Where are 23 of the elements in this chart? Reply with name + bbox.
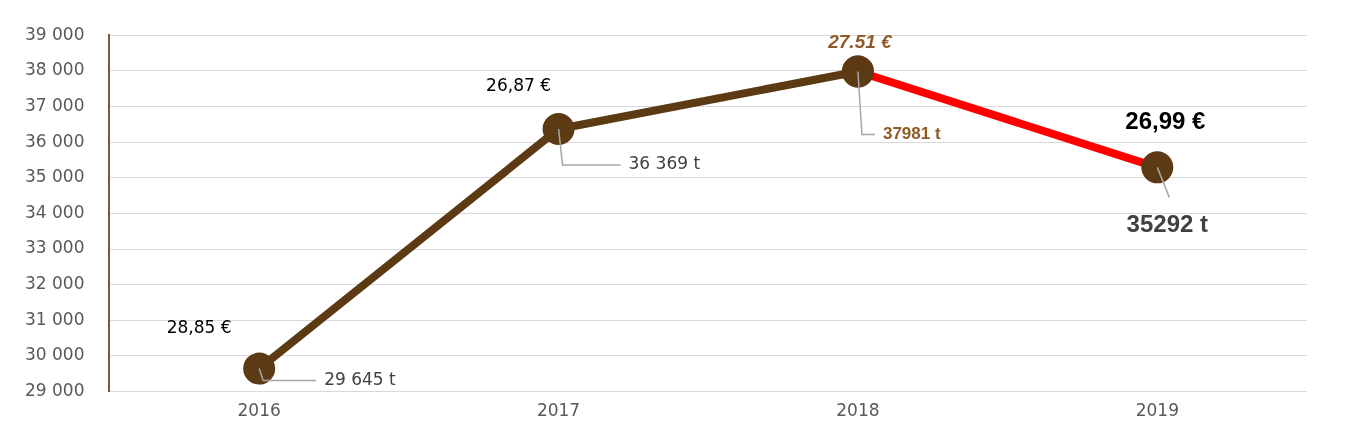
y-tick-label: 39 000 [25, 23, 85, 44]
y-tick-label: 32 000 [25, 273, 85, 294]
annotation: 27.51 € [827, 30, 894, 52]
x-tick-label: 2017 [536, 400, 581, 421]
y-tick-label: 37 000 [25, 94, 85, 115]
data-label: 29 645 t [324, 369, 397, 390]
y-tick-label: 30 000 [25, 344, 85, 365]
y-tick-label: 38 000 [25, 59, 85, 80]
data-label: 37981 t [882, 124, 941, 144]
annotation: 28,85 € [166, 317, 232, 338]
x-tick-label: 2019 [1135, 400, 1179, 421]
x-tick-label: 2016 [237, 400, 281, 421]
x-tick-label: 2018 [836, 400, 880, 421]
y-tick-label: 33 000 [25, 237, 85, 258]
annotation: 26,99 € [1125, 106, 1206, 134]
y-tick-label: 34 000 [25, 201, 85, 222]
y-tick-label: 36 000 [25, 130, 85, 151]
y-tick-label: 31 000 [25, 308, 85, 329]
y-tick-label: 29 000 [25, 380, 85, 401]
data-label: 36 369 t [628, 153, 701, 174]
annotation: 26,87 € [486, 75, 551, 96]
y-tick-label: 35 000 [25, 166, 85, 187]
data-label: 35292 t [1126, 209, 1209, 237]
